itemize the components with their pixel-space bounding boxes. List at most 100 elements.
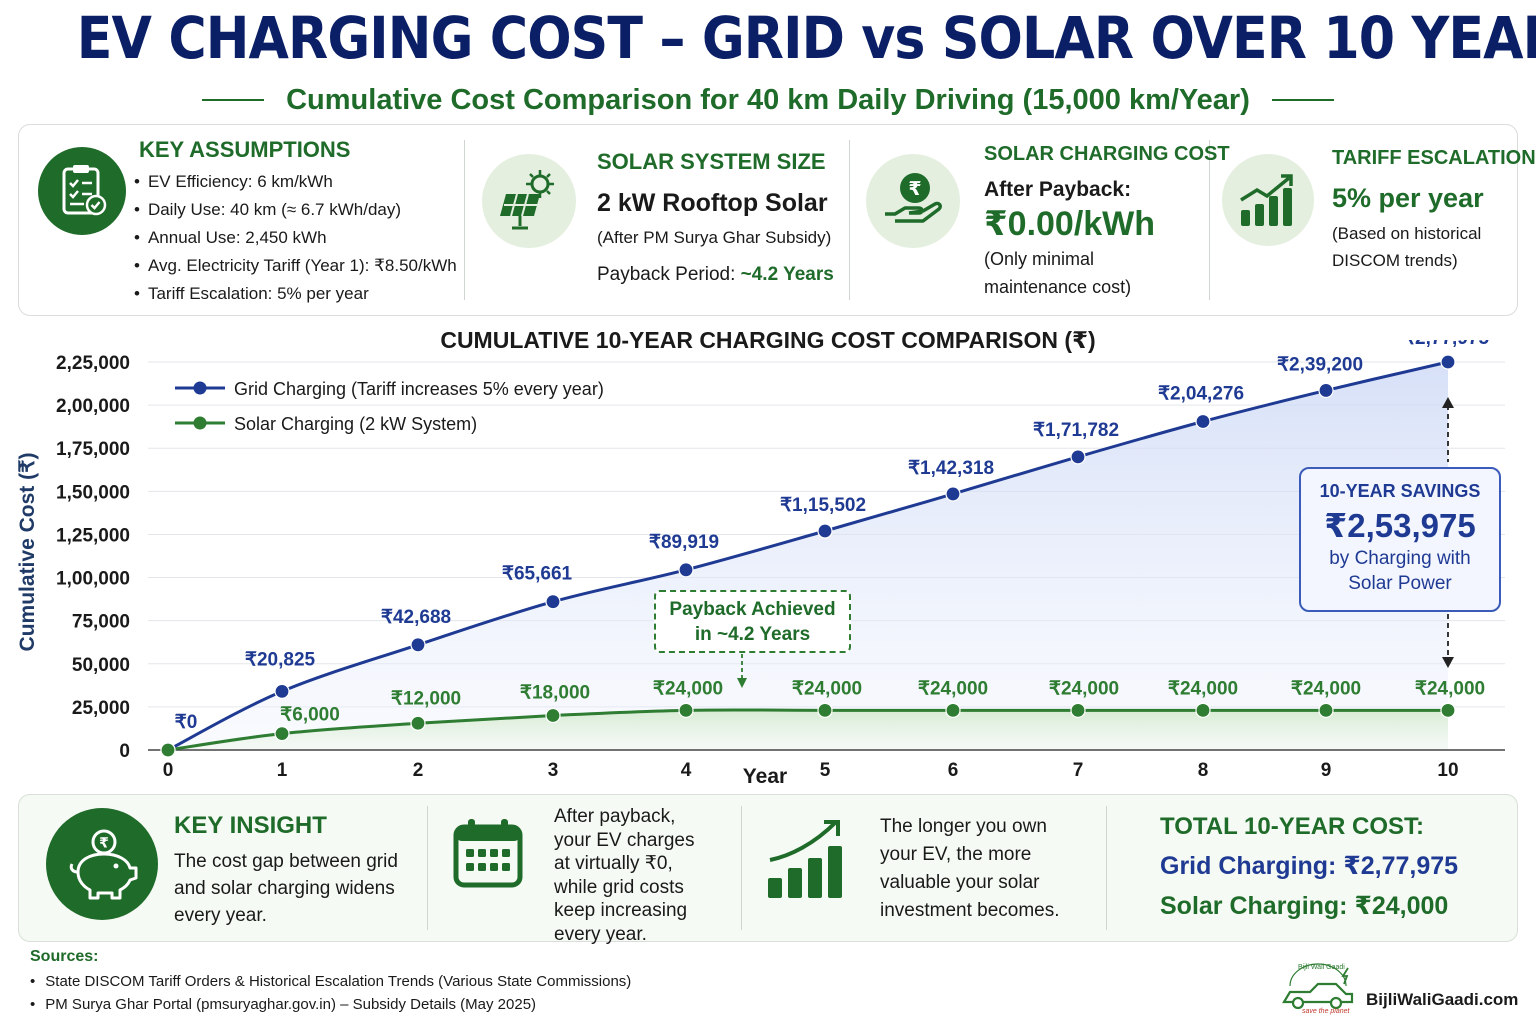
solar-data-point bbox=[1440, 702, 1456, 718]
y-tick-label: 50,000 bbox=[72, 655, 130, 676]
grid-data-point bbox=[945, 486, 961, 502]
grid-data-label: ₹0 bbox=[175, 712, 198, 733]
totals-solar: Solar Charging: ₹24,000 bbox=[1160, 892, 1449, 920]
savings-title: 10-YEAR SAVINGS bbox=[1319, 481, 1481, 501]
grid-data-point bbox=[274, 683, 290, 699]
solar-data-label: ₹24,000 bbox=[1415, 678, 1485, 699]
piggy-bank-icon: ₹ bbox=[46, 808, 158, 920]
x-tick-label: 7 bbox=[1073, 760, 1084, 781]
y-tick-label: 1,25,000 bbox=[56, 525, 130, 546]
x-tick-label: 4 bbox=[681, 760, 692, 781]
assumption-item: Tariff Escalation: 5% per year bbox=[134, 280, 457, 308]
savings-callout: 10-YEAR SAVINGS ₹2,53,975 by Charging wi… bbox=[1299, 467, 1501, 612]
tariff-note: DISCOM trends) bbox=[1332, 251, 1458, 270]
y-axis-title: Cumulative Cost (₹) bbox=[16, 453, 39, 652]
longer-line: valuable your solar bbox=[880, 872, 1040, 893]
solar-cost-label: After Payback: bbox=[984, 178, 1132, 201]
grid-data-point bbox=[545, 594, 561, 610]
grid-data-label: ₹1,15,502 bbox=[780, 495, 866, 516]
payback-period: Payback Period: ~4.2 Years bbox=[597, 264, 834, 286]
savings-value: ₹2,53,975 bbox=[1324, 507, 1476, 544]
y-tick-label: 0 bbox=[119, 741, 130, 762]
grid-data-point bbox=[410, 637, 426, 653]
x-tick-label: 3 bbox=[548, 760, 559, 781]
assumptions-list: EV Efficiency: 6 km/kWh Daily Use: 40 km… bbox=[134, 168, 457, 308]
x-tick-label: 2 bbox=[413, 760, 424, 781]
solar-cost-note: maintenance cost) bbox=[984, 277, 1132, 297]
solar-data-point bbox=[678, 702, 694, 718]
source-item: PM Surya Ghar Portal (pmsuryaghar.gov.in… bbox=[30, 993, 631, 1016]
assumptions-title: KEY ASSUMPTIONS bbox=[139, 137, 351, 162]
solar-cost-value: ₹0.00/kWh bbox=[984, 205, 1156, 243]
totals-title: TOTAL 10-YEAR COST: bbox=[1160, 813, 1425, 840]
grid-data-label: ₹2,39,200 bbox=[1277, 354, 1363, 375]
solar-data-label: ₹12,000 bbox=[391, 688, 461, 709]
hand-rupee-coin-icon: ₹ bbox=[866, 154, 960, 248]
tariff-note: (Based on historical bbox=[1332, 224, 1482, 243]
grid-data-label: ₹20,825 bbox=[245, 649, 316, 670]
longer-text: The longer you own your EV, the more val… bbox=[880, 813, 1060, 925]
after-payback-line: at virtually ₹0, bbox=[554, 853, 673, 875]
insight-panel bbox=[18, 794, 1518, 942]
solar-cost-title: SOLAR CHARGING COST bbox=[984, 143, 1230, 165]
chart-legend: Grid Charging (Tariff increases 5% every… bbox=[175, 379, 604, 434]
grid-data-point bbox=[817, 523, 833, 539]
payback-value: ~4.2 Years bbox=[740, 264, 834, 285]
legend-solar-label: Solar Charging (2 kW System) bbox=[234, 414, 477, 434]
solar-data-point bbox=[410, 715, 426, 731]
x-tick-label: 6 bbox=[948, 760, 959, 781]
brand-site: BijliWaliGaadi.com bbox=[1366, 990, 1519, 1009]
y-tick-label: 1,75,000 bbox=[56, 439, 130, 460]
insight-text: The cost gap between grid and solar char… bbox=[174, 848, 398, 929]
grid-data-label: ₹1,71,782 bbox=[1033, 420, 1119, 441]
tariff-value: 5% per year bbox=[1332, 183, 1484, 213]
divider bbox=[464, 140, 465, 300]
solar-data-point bbox=[1070, 702, 1086, 718]
x-tick-label: 1 bbox=[277, 760, 288, 781]
calendar-icon bbox=[452, 817, 524, 894]
solar-data-label: ₹24,000 bbox=[1168, 678, 1238, 699]
solar-panel-icon bbox=[482, 154, 576, 248]
brand-logo-text: Bijli Wali Gaadi bbox=[1298, 964, 1345, 971]
savings-note: Solar Power bbox=[1348, 573, 1452, 594]
after-payback-line: while grid costs bbox=[554, 876, 684, 898]
legend-grid-marker bbox=[193, 381, 207, 395]
x-tick-label: 9 bbox=[1321, 760, 1332, 781]
grid-data-point bbox=[1070, 449, 1086, 465]
x-axis-title: Year bbox=[743, 765, 787, 788]
insight-title: KEY INSIGHT bbox=[174, 812, 327, 839]
after-payback-line: every year. bbox=[554, 923, 647, 945]
rising-bars-icon bbox=[766, 816, 850, 907]
svg-text:₹: ₹ bbox=[99, 836, 109, 852]
solar-data-point bbox=[160, 742, 176, 758]
grid-data-label: ₹1,42,318 bbox=[908, 458, 994, 479]
solar-size-title: SOLAR SYSTEM SIZE bbox=[597, 149, 826, 174]
legend-solar-marker bbox=[193, 416, 207, 430]
subtitle-row: Cumulative Cost Comparison for 40 km Dai… bbox=[0, 80, 1536, 120]
solar-data-label: ₹18,000 bbox=[520, 683, 590, 704]
growth-chart-icon bbox=[1222, 154, 1314, 246]
solar-size-value: 2 kW Rooftop Solar bbox=[597, 189, 828, 217]
payback-callout-line: Payback Achieved bbox=[669, 599, 836, 620]
tariff-title: TARIFF ESCALATION bbox=[1332, 147, 1536, 169]
solar-data-point bbox=[1318, 702, 1334, 718]
longer-line: investment becomes. bbox=[880, 900, 1060, 921]
divider bbox=[741, 806, 742, 930]
y-tick-label: 2,25,000 bbox=[56, 353, 130, 374]
sources-title: Sources: bbox=[30, 948, 99, 965]
payback-arrowhead bbox=[737, 678, 747, 688]
x-tick-label: 5 bbox=[820, 760, 831, 781]
grid-data-point bbox=[678, 562, 694, 578]
brand-tagline: save the planet bbox=[1302, 1008, 1350, 1015]
divider bbox=[427, 806, 428, 930]
payback-callout-line: in ~4.2 Years bbox=[694, 624, 811, 645]
solar-data-point bbox=[817, 702, 833, 718]
subtitle-rule-left bbox=[202, 99, 265, 101]
brand-logo: Bijli Wali Gaadi save the planet bbox=[1276, 962, 1360, 1018]
subtitle-rule-right bbox=[1271, 99, 1334, 101]
svg-text:₹: ₹ bbox=[908, 178, 921, 200]
y-tick-label: 75,000 bbox=[72, 612, 130, 633]
chart-title: CUMULATIVE 10-YEAR CHARGING COST COMPARI… bbox=[440, 327, 1096, 353]
solar-data-point bbox=[1195, 702, 1211, 718]
payback-label: Payback Period: bbox=[597, 264, 741, 285]
